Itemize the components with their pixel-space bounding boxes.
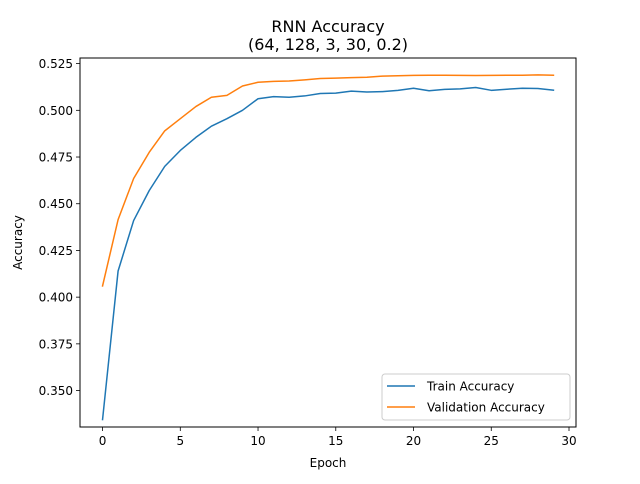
y-tick-label: 0.425 xyxy=(39,244,73,258)
y-tick-label: 0.450 xyxy=(39,197,73,211)
x-axis-ticks: 0 5 10 15 20 25 30 xyxy=(99,427,577,448)
y-axis-ticks: 0.350 0.375 0.400 0.425 0.450 0.475 0.500 0.525 xyxy=(39,57,80,398)
x-tick-label: 5 xyxy=(176,434,184,448)
y-tick-label: 0.475 xyxy=(39,151,73,165)
x-tick-label: 15 xyxy=(328,434,343,448)
y-axis-label: Accuracy xyxy=(11,215,25,270)
x-tick-label: 0 xyxy=(99,434,107,448)
x-axis-label: Epoch xyxy=(310,456,347,470)
y-tick-label: 0.350 xyxy=(39,384,73,398)
y-tick-label: 0.400 xyxy=(39,291,73,305)
axes-frame xyxy=(79,57,577,428)
y-tick-label: 0.500 xyxy=(39,104,73,118)
plot-area xyxy=(101,74,555,421)
chart-title: RNN Accuracy xyxy=(271,17,384,36)
legend-label-train: Train Accuracy xyxy=(426,380,514,394)
x-tick-label: 10 xyxy=(250,434,265,448)
legend-label-validation: Validation Accuracy xyxy=(427,401,545,415)
chart-subtitle: (64, 128, 3, 30, 0.2) xyxy=(248,35,408,54)
legend: Train Accuracy Validation Accuracy xyxy=(381,373,571,421)
series-line-validation xyxy=(101,74,555,287)
y-tick-label: 0.525 xyxy=(39,57,73,71)
x-tick-label: 20 xyxy=(406,434,421,448)
legend-box xyxy=(381,373,571,421)
series-line-train xyxy=(101,86,555,421)
x-tick-label: 30 xyxy=(561,434,576,448)
y-tick-label: 0.375 xyxy=(39,337,73,351)
x-tick-label: 25 xyxy=(484,434,499,448)
